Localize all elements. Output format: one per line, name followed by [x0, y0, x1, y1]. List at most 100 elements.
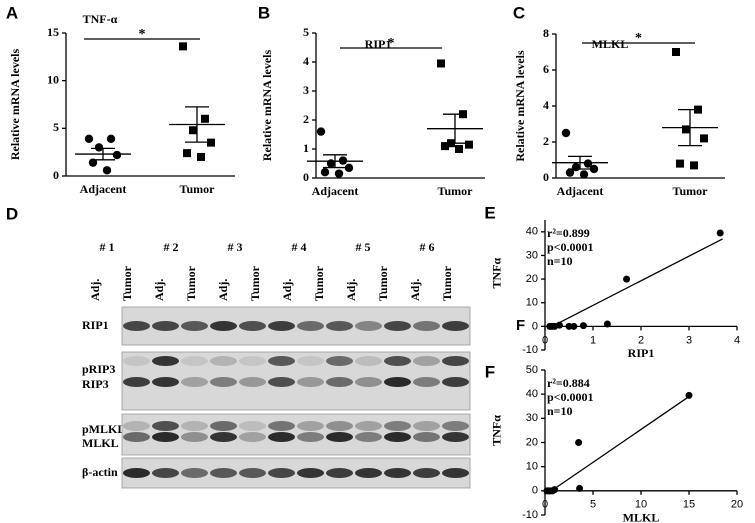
- data-point: [575, 439, 583, 446]
- data-point: [179, 42, 187, 51]
- group-label: # 1: [100, 240, 115, 254]
- annotation: n=10: [547, 404, 573, 418]
- data-point: [685, 391, 693, 399]
- group-label: # 3: [228, 240, 243, 254]
- blot-band: [210, 432, 237, 442]
- blot-band: [210, 356, 237, 366]
- x-tick-label: 15: [683, 499, 695, 511]
- blot-band: [442, 421, 469, 431]
- blot-band: [152, 356, 179, 366]
- blot-band: [326, 468, 353, 478]
- data-point: [570, 322, 578, 330]
- sem-bar: [678, 108, 702, 147]
- annotation: r²=0.899: [547, 226, 590, 240]
- panel-label: A: [6, 3, 18, 22]
- group-label: # 5: [356, 240, 371, 254]
- x-tick-label: 4: [734, 334, 740, 346]
- lane-label: Tumor: [248, 265, 262, 301]
- panel-label: D: [6, 204, 18, 223]
- y-tick-label: 10: [47, 72, 59, 86]
- x-tick-label: Adjacent: [80, 182, 127, 196]
- data-point: [565, 322, 573, 330]
- data-point: [690, 161, 698, 170]
- x-tick-label: Tumor: [180, 182, 216, 196]
- lane-label: Adj.: [88, 279, 102, 301]
- y-axis-label: TNFα: [490, 258, 504, 289]
- blot-band: [239, 356, 266, 366]
- x-tick-label: 0: [542, 334, 548, 346]
- blot-band: [152, 377, 179, 387]
- data-point: [437, 59, 445, 68]
- y-tick-label: 0: [532, 320, 538, 332]
- y-tick-label: 10: [526, 461, 538, 473]
- blot-band: [355, 421, 382, 431]
- blot-band: [355, 468, 382, 478]
- significance-label: *: [139, 27, 146, 42]
- row-label: MLKL: [82, 436, 119, 450]
- data-point: [561, 128, 571, 138]
- data-point: [207, 138, 215, 147]
- blot-band: [152, 432, 179, 442]
- chart-title: TNF-α: [83, 12, 118, 26]
- x-tick-label: Tumor: [438, 184, 474, 198]
- data-point: [603, 320, 611, 328]
- blot-band: [413, 432, 440, 442]
- blot-strip: [121, 351, 471, 411]
- significance-label: *: [388, 36, 395, 51]
- y-tick-label: 0: [303, 170, 309, 184]
- fit-line: [547, 396, 690, 494]
- data-point: [334, 169, 344, 178]
- group-label: # 2: [164, 240, 179, 254]
- y-tick-label: 20: [526, 436, 538, 448]
- blot-band: [297, 421, 324, 431]
- sem-bar: [443, 113, 467, 144]
- significance-label: *: [635, 31, 642, 46]
- data-point: [579, 322, 587, 330]
- sem-bar: [568, 155, 592, 170]
- blot-band: [123, 432, 150, 442]
- y-tick-label: 5: [303, 25, 309, 39]
- y-tick-label: 0: [543, 170, 549, 184]
- lane-label: Tumor: [312, 265, 326, 301]
- row-label: pRIP3: [82, 362, 115, 376]
- y-axis-label: Relative mRNA levels: [8, 49, 22, 161]
- blot-band: [268, 432, 295, 442]
- blot-band: [239, 321, 266, 331]
- blot-band: [123, 356, 150, 366]
- row-label: β-actin: [82, 465, 118, 479]
- chart-title: MLKL: [592, 37, 629, 51]
- blot-band: [210, 468, 237, 478]
- blot-band: [297, 377, 324, 387]
- chart-title: RIP1: [365, 37, 392, 51]
- data-point: [344, 163, 354, 173]
- y-tick-label: 0: [53, 168, 59, 182]
- sem-bar: [323, 154, 347, 169]
- blot-band: [413, 421, 440, 431]
- blot-band: [123, 377, 150, 387]
- blot-band: [268, 468, 295, 478]
- blot-band: [326, 321, 353, 331]
- blot-band: [268, 377, 295, 387]
- blot-band: [326, 377, 353, 387]
- blot-band: [239, 432, 266, 442]
- x-tick-label: Adjacent: [557, 184, 604, 198]
- data-point: [565, 168, 575, 177]
- panel-label: B: [258, 3, 270, 22]
- blot-band: [384, 432, 411, 442]
- data-point: [455, 145, 463, 153]
- blot-band: [384, 377, 411, 387]
- data-point: [465, 140, 473, 149]
- data-point: [700, 134, 708, 143]
- data-point: [183, 149, 191, 158]
- sem-bar: [185, 106, 209, 143]
- data-point: [716, 229, 724, 237]
- blot-band: [239, 377, 266, 387]
- data-point: [551, 486, 559, 494]
- data-point: [201, 114, 209, 123]
- y-tick-label: 4: [303, 54, 309, 68]
- y-tick-label: 15: [47, 25, 59, 39]
- x-tick-label: 1: [590, 334, 596, 346]
- blot-band: [442, 356, 469, 366]
- blot-band: [181, 321, 208, 331]
- x-tick-label: 3: [686, 334, 692, 346]
